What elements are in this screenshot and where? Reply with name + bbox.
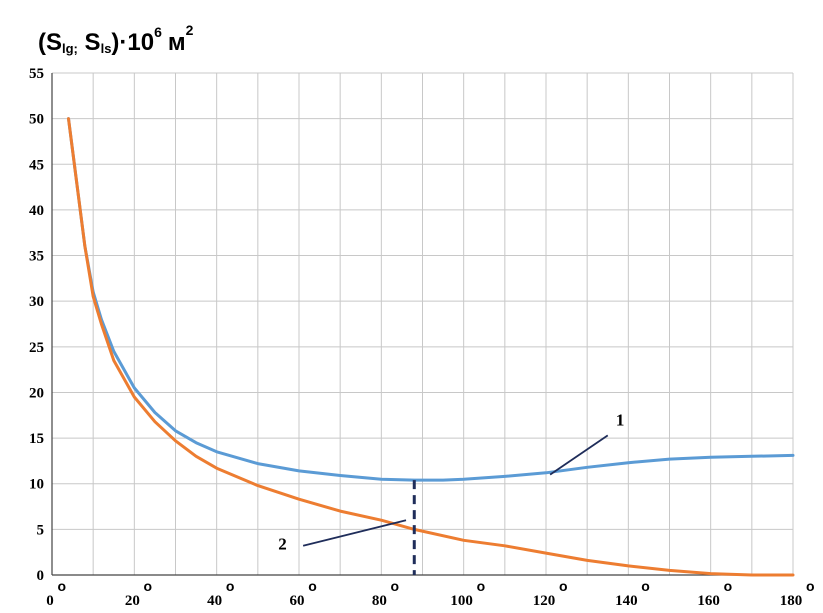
- y-tick-label: 15: [29, 431, 44, 447]
- series-marker-label-2: 2: [278, 534, 287, 553]
- x-tick-degree: o: [559, 578, 568, 594]
- y-tick-label: 20: [29, 385, 44, 401]
- y-tick-label: 0: [37, 568, 45, 584]
- x-tick-degree: o: [308, 578, 317, 594]
- x-tick-label: 60: [290, 593, 305, 609]
- tick-labels: 05101520253035404550550o20o40o60o80o100o…: [29, 66, 815, 609]
- y-axis-label: (Slg; Sls)·106 м2: [38, 22, 194, 56]
- x-tick-label: 120: [533, 593, 556, 609]
- y-axis-label-exp: 6: [154, 24, 162, 40]
- x-tick-degree: o: [724, 578, 733, 594]
- axes: [51, 73, 793, 576]
- x-tick-label: 100: [450, 593, 473, 609]
- y-tick-label: 45: [29, 157, 44, 173]
- y-axis-label-prefix: (S: [38, 29, 62, 56]
- x-tick-label: 40: [207, 593, 222, 609]
- x-tick-degree: o: [144, 578, 153, 594]
- y-tick-label: 10: [29, 477, 44, 493]
- y-tick-label: 5: [37, 522, 45, 538]
- x-tick-label: 140: [615, 593, 638, 609]
- y-axis-label-sub2: ls: [101, 41, 112, 56]
- series-line-2: [67, 117, 795, 577]
- y-axis-label-unit: м: [168, 29, 186, 56]
- x-tick-degree: o: [391, 578, 400, 594]
- x-tick-degree: o: [641, 578, 650, 594]
- y-axis-label-mid: S: [78, 29, 101, 56]
- y-tick-label: 35: [29, 249, 44, 265]
- y-axis-label-sub1: lg;: [62, 41, 78, 56]
- x-tick-degree: o: [806, 578, 815, 594]
- y-axis-label-close: )·10: [111, 29, 154, 56]
- x-tick-degree: o: [57, 578, 66, 594]
- series: [67, 117, 795, 577]
- x-tick-label: 20: [125, 593, 140, 609]
- x-tick-label: 0: [46, 593, 54, 609]
- x-tick-degree: o: [226, 578, 235, 594]
- annotations: 12: [278, 410, 624, 575]
- y-tick-label: 40: [29, 203, 44, 219]
- y-tick-label: 30: [29, 294, 44, 310]
- y-axis-label-unit-exp: 2: [186, 22, 194, 38]
- x-tick-label: 160: [697, 593, 720, 609]
- y-tick-label: 50: [29, 112, 44, 128]
- x-tick-label: 180: [780, 593, 803, 609]
- x-tick-degree: o: [477, 578, 486, 594]
- leader-line-1: [549, 434, 609, 476]
- y-tick-label: 55: [29, 66, 44, 82]
- x-tick-label: 80: [372, 593, 387, 609]
- series-line-1: [67, 117, 795, 482]
- grid: [51, 72, 794, 576]
- y-tick-label: 25: [29, 340, 44, 356]
- series-marker-label-1: 1: [616, 410, 625, 429]
- leader-line-2: [302, 519, 407, 547]
